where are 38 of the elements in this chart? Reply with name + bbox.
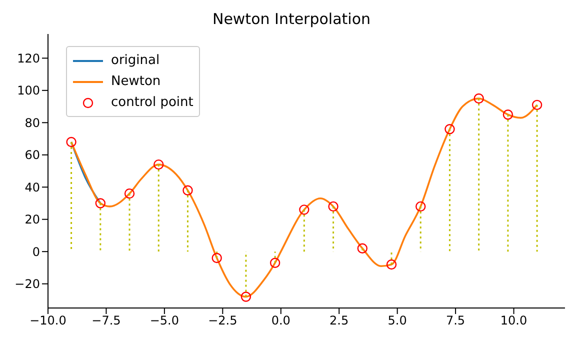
point (386, 259, 397, 270)
x-tick-label: 5.0 (388, 314, 407, 328)
point (240, 292, 252, 302)
point (66, 136, 76, 148)
x-tick-label: −7.5 (92, 314, 121, 328)
point (212, 252, 222, 264)
point (328, 201, 338, 212)
chart-title: Newton Interpolation (211, 10, 372, 28)
point (154, 159, 164, 170)
y-tick-label: 100 (17, 84, 40, 98)
y-tick-label: 20 (24, 212, 40, 227)
x-tick-label: 10.0 (500, 314, 528, 328)
y-tick-label: −20 (14, 277, 40, 292)
x-tick-label: 7.5 (446, 314, 466, 328)
y-tick-label: 60 (24, 148, 40, 162)
point (270, 258, 280, 268)
point (532, 100, 542, 110)
y-tick-label: 120 (17, 51, 40, 66)
x-tick-label: −2.5 (208, 314, 238, 328)
x-tick-label: −5.0 (150, 314, 180, 328)
y-tick-label: 80 (24, 116, 40, 130)
point (502, 109, 514, 120)
x-tick-label: 2.5 (330, 314, 349, 328)
point (474, 93, 484, 104)
x-tick-label: 0.0 (271, 314, 290, 328)
point (444, 124, 455, 134)
point (95, 198, 106, 208)
x-tick-label: −10.0 (30, 314, 66, 328)
legend-label: Newton (111, 73, 161, 91)
point (416, 201, 426, 212)
y-tick-label: 40 (24, 180, 40, 194)
point (357, 243, 368, 254)
point (299, 204, 310, 215)
y-tick-label: 0 (32, 244, 40, 259)
legend-label: original (111, 52, 160, 70)
legend-label: control point (111, 94, 194, 112)
point (182, 185, 193, 196)
point (124, 188, 135, 199)
